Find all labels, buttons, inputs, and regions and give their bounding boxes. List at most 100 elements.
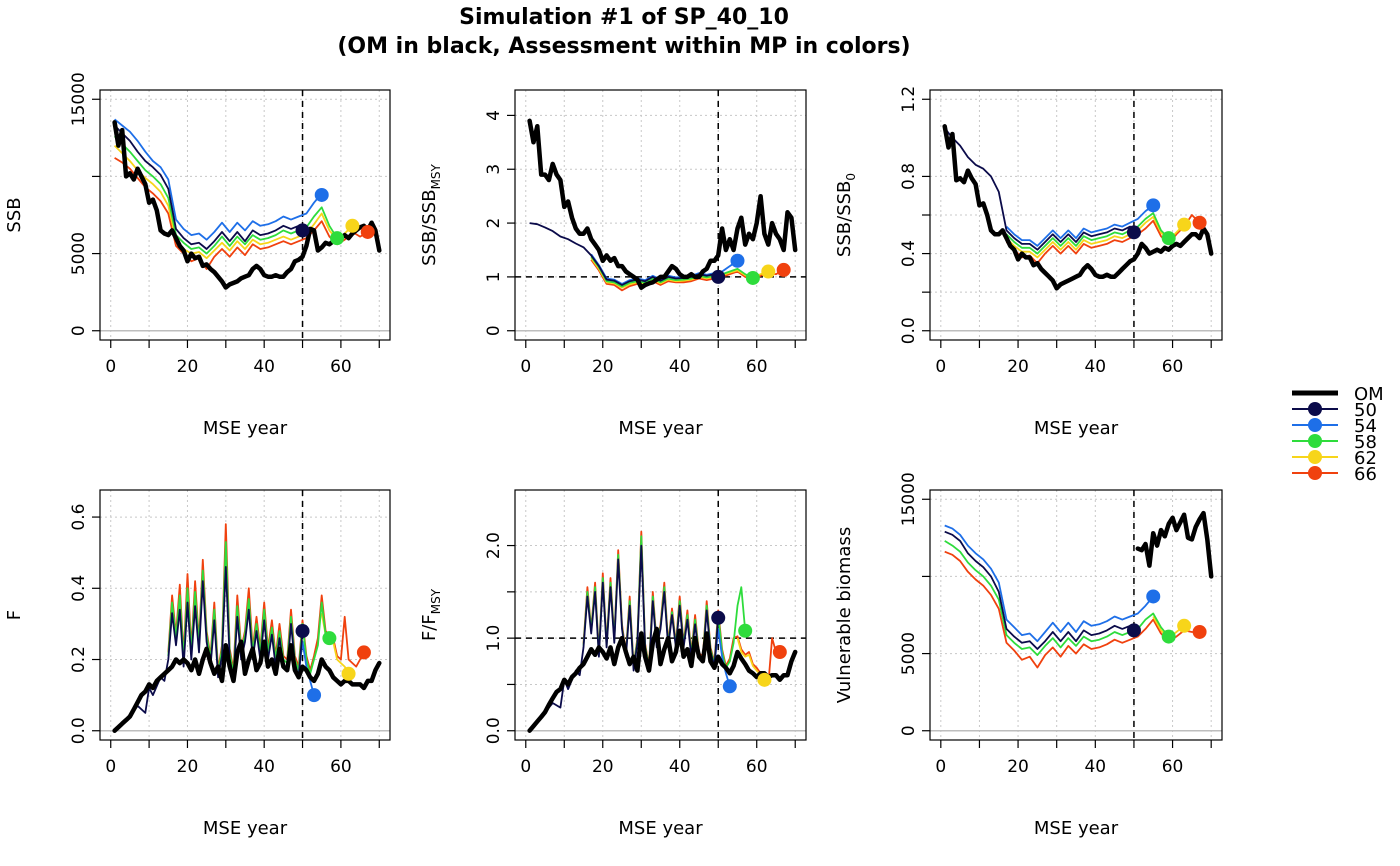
plot-frame xyxy=(514,89,807,341)
x-tick-label: 20 xyxy=(177,757,199,777)
om-line xyxy=(527,626,798,733)
series-endpoint-50 xyxy=(295,624,310,639)
panel-6: 0 20 40 60 0 5000 15000 MSE year Vulnerable biom… xyxy=(834,472,1223,839)
y-tick-label: 1.0 xyxy=(484,625,504,652)
y-tick-label: 1 xyxy=(484,271,504,282)
y-axis-label: Vulnerable biomass xyxy=(834,527,855,703)
plot-frame xyxy=(929,489,1223,741)
panel-4: 0 20 40 60 0.0 0.2 0.4 0.6 MSE year F xyxy=(4,489,391,839)
x-tick-label: 40 xyxy=(253,757,275,777)
plot-area xyxy=(112,118,382,290)
legend-label-54: 54 xyxy=(1354,416,1377,437)
x-axis-label: MSE year xyxy=(618,418,703,439)
x-tick-label: 0 xyxy=(105,757,116,777)
x-tick-label: 40 xyxy=(669,357,691,377)
panel-2: 0 20 40 60 0 1 2 3 4 MSE year SSB/SSBMSY xyxy=(419,89,807,439)
plot-frame xyxy=(514,489,807,741)
x-tick-label: 40 xyxy=(1084,757,1106,777)
series-endpoint-66 xyxy=(360,224,375,239)
series-line-58 xyxy=(1005,212,1170,255)
series-line-54 xyxy=(114,118,323,241)
om-line xyxy=(1135,510,1214,579)
legend-label-62: 62 xyxy=(1354,448,1377,469)
x-tick-label: 20 xyxy=(1007,757,1029,777)
legend-label-OM: OM xyxy=(1354,384,1384,405)
series-endpoint-50 xyxy=(1126,225,1141,240)
legend-marker-50 xyxy=(1308,402,1322,416)
legend-marker-54 xyxy=(1308,418,1322,432)
y-axis-label: SSB xyxy=(4,197,25,232)
series-line-58 xyxy=(590,255,754,288)
legend-label-50: 50 xyxy=(1354,400,1377,421)
series-endpoint-54 xyxy=(722,679,737,694)
x-axis-label: MSE year xyxy=(1034,818,1119,839)
x-tick-label: 0 xyxy=(935,757,946,777)
x-tick-label: 60 xyxy=(746,757,768,777)
series-endpoint-54 xyxy=(307,688,322,703)
y-tick-label: 15000 xyxy=(899,472,919,526)
y-tick-label: 2.0 xyxy=(484,532,504,559)
series-endpoint-50 xyxy=(295,223,310,238)
x-axis-label: MSE year xyxy=(1034,418,1119,439)
y-axis-label-main: Vulnerable biomass xyxy=(834,527,855,703)
series-line-50 xyxy=(944,530,1135,650)
y-tick-label: 0.6 xyxy=(69,504,89,531)
series-endpoint-50 xyxy=(711,610,726,625)
plot-frame xyxy=(99,89,391,341)
series-endpoint-54 xyxy=(730,253,745,268)
y-tick-label: 0.4 xyxy=(899,240,919,267)
y-axis-label-sub: MSY xyxy=(429,163,443,189)
plot-area xyxy=(942,124,1214,291)
y-tick-label: 4 xyxy=(484,110,504,121)
y-axis-label: F xyxy=(4,610,25,620)
series-endpoint-58 xyxy=(330,231,345,246)
y-axis-label: SSB/SSBMSY xyxy=(419,163,443,265)
y-tick-label: 0.8 xyxy=(899,163,919,190)
figure-title-line2: (OM in black, Assessment within MP in co… xyxy=(337,34,910,59)
legend-label-58: 58 xyxy=(1354,432,1377,453)
x-tick-label: 40 xyxy=(253,357,275,377)
x-tick-label: 0 xyxy=(520,757,531,777)
series-endpoint-62 xyxy=(1177,618,1192,633)
y-tick-label: 0 xyxy=(69,325,89,336)
series-endpoint-62 xyxy=(1177,217,1192,232)
series-endpoint-54 xyxy=(314,187,329,202)
legend-marker-62 xyxy=(1308,450,1322,464)
om-line xyxy=(942,124,1214,291)
series-line-66 xyxy=(944,550,1200,669)
y-tick-label: 0.0 xyxy=(899,317,919,344)
y-tick-label: 0 xyxy=(484,325,504,336)
series-endpoint-62 xyxy=(341,666,356,681)
plot-area xyxy=(527,118,798,292)
y-axis-label: SSB/SSB0 xyxy=(834,173,858,257)
series-endpoint-50 xyxy=(1126,623,1141,638)
y-axis-label-main: SSB/SSB xyxy=(419,189,440,265)
series-line-62 xyxy=(1005,216,1185,259)
plot-area xyxy=(944,510,1214,669)
series-endpoint-58 xyxy=(1161,231,1176,246)
series-endpoint-62 xyxy=(345,218,360,233)
series-endpoint-66 xyxy=(776,262,791,277)
x-tick-label: 0 xyxy=(935,357,946,377)
y-tick-label: 0 xyxy=(899,725,919,736)
y-axis-label-main: F/F xyxy=(419,614,440,641)
x-tick-label: 0 xyxy=(105,357,116,377)
x-tick-label: 60 xyxy=(746,357,768,377)
panel-1: 0 20 40 60 0 5000 15000 MSE year SSB xyxy=(4,72,391,439)
y-axis-label-main: SSB/SSB xyxy=(834,181,855,257)
series-line-62 xyxy=(590,257,769,289)
x-tick-label: 20 xyxy=(1007,357,1029,377)
y-tick-label: 0.0 xyxy=(484,717,504,744)
x-tick-label: 20 xyxy=(592,757,614,777)
y-tick-label: 1.2 xyxy=(899,86,919,113)
series-endpoint-66 xyxy=(356,645,371,660)
y-axis-label-sub: MSY xyxy=(429,588,443,614)
x-tick-label: 20 xyxy=(592,357,614,377)
om-line xyxy=(112,120,382,290)
legend-marker-58 xyxy=(1308,434,1322,448)
y-tick-label: 0.2 xyxy=(69,646,89,673)
